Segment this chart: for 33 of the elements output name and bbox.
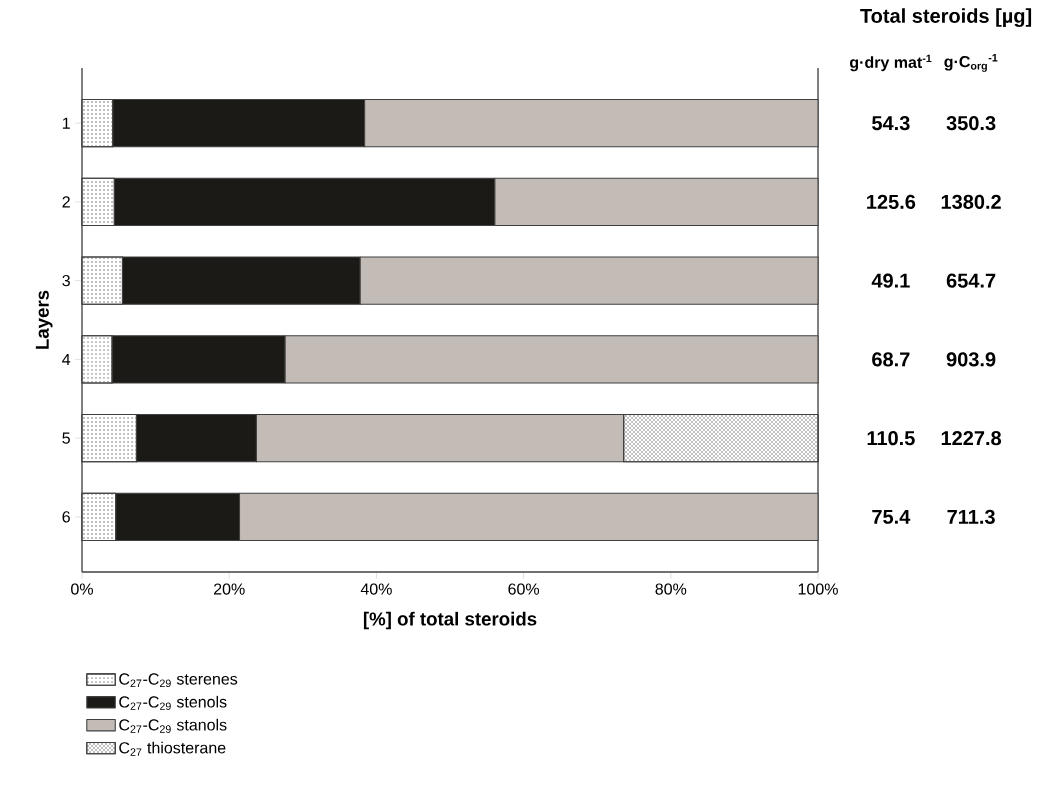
text: 75.4 xyxy=(872,509,911,524)
x-tick-label: 80% xyxy=(655,583,687,595)
legend-label: C$_{27}$-C$_{29}$ stenols xyxy=(119,695,227,710)
y-tick-label: 5 xyxy=(62,432,70,444)
legend-label: C$_{27}$-C$_{29}$ stanols xyxy=(119,718,227,733)
x-tick-label: 60% xyxy=(508,583,540,595)
x-tick-label: 20% xyxy=(213,583,245,595)
y-tick-label: 1 xyxy=(62,117,70,129)
x-axis-title: [%] of total steroids xyxy=(363,611,537,630)
y-tick-label: 2 xyxy=(62,196,70,208)
text: 49.1 xyxy=(871,273,910,288)
text: g·dry mat$^{-1}$ xyxy=(850,54,932,72)
text: 1227.8 xyxy=(941,431,1002,446)
y-tick-label: 4 xyxy=(62,353,71,365)
text: 711.3 xyxy=(947,509,995,524)
text: 903.9 xyxy=(946,352,996,367)
x-tick-label: 0% xyxy=(71,583,93,595)
text: 68.7 xyxy=(872,352,910,367)
text: 654.7 xyxy=(946,273,996,288)
text: 54.3 xyxy=(872,116,910,131)
text: 125.6 xyxy=(867,194,916,209)
text: Total steroids [µg] xyxy=(860,8,1032,27)
text: g·C$_{org}$-1 xyxy=(944,54,998,72)
y-tick-label: 6 xyxy=(62,511,70,523)
legend-label: C$_{27}$-C$_{29}$ sterenes xyxy=(119,673,238,688)
y-axis-title: Layers xyxy=(35,290,53,349)
y-tick-label: 3 xyxy=(62,274,70,287)
legend-label: C$_{27}$ thiosterane xyxy=(119,741,226,756)
text: 110.5 xyxy=(867,431,915,446)
x-tick-label: 40% xyxy=(360,583,392,595)
text: 350.3 xyxy=(946,116,996,131)
text: 1380.2 xyxy=(941,194,1001,209)
x-tick-label: 100% xyxy=(798,583,838,595)
